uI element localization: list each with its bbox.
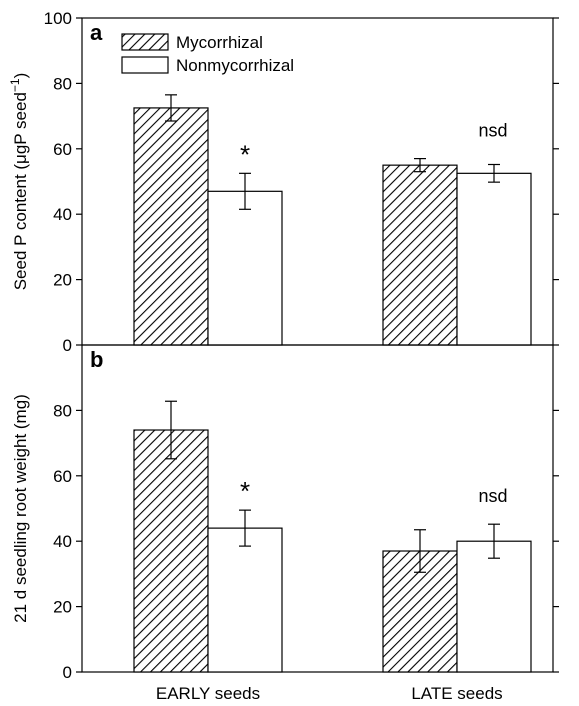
y-tick-label: 100: [44, 9, 72, 28]
y-axis-title: Seed P content (μgP seed−1): [8, 73, 30, 291]
bar-nonmycorrhizal-1: [456, 172, 532, 346]
y-tick-label: 0: [63, 336, 72, 355]
bar-nonmycorrhizal-1: [456, 540, 532, 673]
y-tick-label: 80: [53, 74, 72, 93]
bar-mycorrhizal-0: [133, 429, 209, 673]
panel-label: b: [90, 347, 103, 372]
bar-nonmycorrhizal-0: [207, 190, 283, 346]
y-tick-label: 60: [53, 467, 72, 486]
panel-label: a: [90, 20, 103, 45]
bar-mycorrhizal-0: [133, 107, 209, 346]
panel-b-frame: [81, 344, 554, 673]
y-tick-label: 80: [53, 401, 72, 420]
significance-star: *: [240, 476, 250, 506]
y-tick-label: 40: [53, 532, 72, 551]
bar-nonmycorrhizal-0: [207, 527, 283, 673]
y-tick-label: 60: [53, 140, 72, 159]
legend-label-mycorrhizal: Mycorrhizal: [176, 33, 263, 52]
bar-mycorrhizal-1: [382, 164, 458, 346]
y-tick-label: 40: [53, 205, 72, 224]
x-category-label: LATE seeds: [411, 684, 502, 703]
legend-swatch-nonmycorrhizal: [121, 56, 169, 74]
y-tick-label: 20: [53, 598, 72, 617]
x-category-label: EARLY seeds: [156, 684, 260, 703]
significance-nsd: nsd: [478, 486, 507, 506]
significance-star: *: [240, 139, 250, 169]
y-tick-label: 0: [63, 663, 72, 682]
legend-label-nonmycorrhizal: Nonmycorrhizal: [176, 56, 294, 75]
y-axis-title: 21 d seedling root weight (mg): [11, 394, 30, 623]
significance-nsd: nsd: [478, 121, 507, 141]
y-tick-label: 20: [53, 271, 72, 290]
legend-swatch-mycorrhizal: [121, 33, 169, 51]
